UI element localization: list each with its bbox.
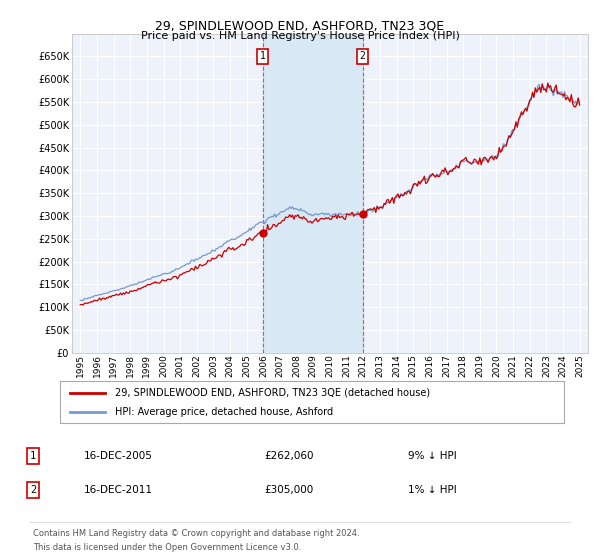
Text: 9% ↓ HPI: 9% ↓ HPI	[408, 451, 457, 461]
Text: 1% ↓ HPI: 1% ↓ HPI	[408, 485, 457, 495]
Text: This data is licensed under the Open Government Licence v3.0.: This data is licensed under the Open Gov…	[33, 543, 301, 552]
Text: 16-DEC-2005: 16-DEC-2005	[84, 451, 153, 461]
Text: 2: 2	[30, 485, 36, 495]
Text: 29, SPINDLEWOOD END, ASHFORD, TN23 3QE: 29, SPINDLEWOOD END, ASHFORD, TN23 3QE	[155, 20, 445, 32]
Text: 2: 2	[359, 52, 365, 62]
Text: 1: 1	[260, 52, 266, 62]
Text: HPI: Average price, detached house, Ashford: HPI: Average price, detached house, Ashf…	[115, 407, 334, 417]
Text: Contains HM Land Registry data © Crown copyright and database right 2024.: Contains HM Land Registry data © Crown c…	[33, 529, 359, 538]
Text: 29, SPINDLEWOOD END, ASHFORD, TN23 3QE (detached house): 29, SPINDLEWOOD END, ASHFORD, TN23 3QE (…	[115, 388, 431, 398]
Text: 16-DEC-2011: 16-DEC-2011	[84, 485, 153, 495]
Text: £262,060: £262,060	[264, 451, 314, 461]
Bar	[263, 34, 362, 353]
Text: 1: 1	[30, 451, 36, 461]
Text: £305,000: £305,000	[264, 485, 313, 495]
Text: Price paid vs. HM Land Registry's House Price Index (HPI): Price paid vs. HM Land Registry's House …	[140, 31, 460, 41]
